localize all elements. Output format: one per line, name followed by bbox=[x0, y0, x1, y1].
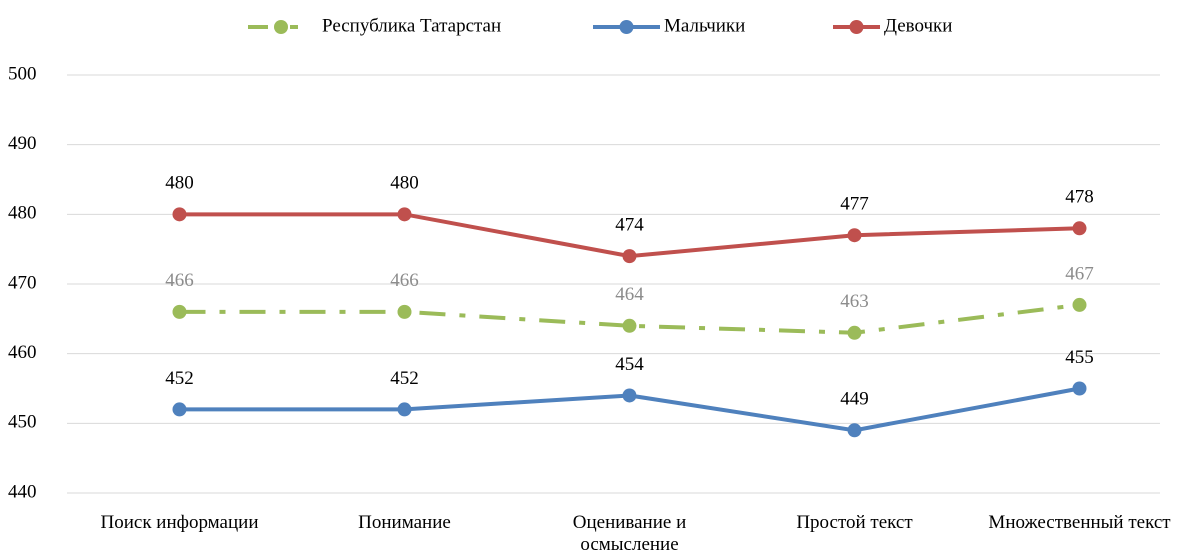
data-point bbox=[172, 304, 187, 319]
y-tick-label: 460 bbox=[8, 342, 37, 363]
legend-marker bbox=[619, 20, 634, 34]
data-point bbox=[622, 318, 637, 333]
data-label: 464 bbox=[615, 284, 644, 305]
data-label: 474 bbox=[615, 214, 644, 235]
x-tick-label: Поиск информации bbox=[100, 512, 259, 533]
data-label: 467 bbox=[1065, 263, 1094, 284]
data-point bbox=[172, 207, 187, 222]
data-point bbox=[1072, 297, 1087, 312]
data-label: 452 bbox=[390, 368, 419, 389]
x-tick-label: Оценивание и осмысление bbox=[572, 512, 687, 555]
data-point bbox=[397, 207, 412, 222]
x-tick-label: Понимание bbox=[358, 512, 451, 533]
data-label: 455 bbox=[1065, 347, 1094, 368]
legend-label: Мальчики bbox=[664, 15, 745, 36]
data-label: 480 bbox=[390, 173, 419, 194]
data-point bbox=[847, 423, 862, 438]
y-tick-label: 500 bbox=[8, 63, 37, 84]
y-tick-label: 470 bbox=[8, 272, 37, 293]
x-tick-label: Множественный текст bbox=[988, 512, 1171, 533]
y-tick-label: 450 bbox=[8, 412, 37, 433]
data-point bbox=[1072, 221, 1087, 236]
data-label: 477 bbox=[840, 194, 869, 215]
data-point bbox=[397, 402, 412, 417]
y-tick-label: 440 bbox=[8, 481, 37, 502]
data-point bbox=[622, 388, 637, 403]
data-label: 480 bbox=[165, 173, 194, 194]
x-tick-label: Простой текст bbox=[796, 512, 913, 533]
y-tick-label: 480 bbox=[8, 203, 37, 224]
data-label: 452 bbox=[165, 368, 194, 389]
legend-label: Республика Татарстан bbox=[322, 15, 501, 36]
data-point bbox=[622, 249, 637, 264]
data-point bbox=[397, 304, 412, 319]
data-label: 463 bbox=[840, 291, 869, 312]
data-label: 466 bbox=[390, 270, 419, 291]
data-point bbox=[172, 402, 187, 417]
data-label: 466 bbox=[165, 270, 194, 291]
legend-marker bbox=[849, 20, 864, 34]
legend-label: Девочки bbox=[884, 15, 952, 36]
legend-marker bbox=[274, 20, 288, 34]
data-point bbox=[847, 228, 862, 243]
data-point bbox=[847, 325, 862, 340]
data-label: 478 bbox=[1065, 187, 1094, 208]
y-tick-label: 490 bbox=[8, 133, 37, 154]
data-label: 454 bbox=[615, 354, 644, 375]
data-label: 449 bbox=[840, 389, 869, 410]
data-point bbox=[1072, 381, 1087, 396]
